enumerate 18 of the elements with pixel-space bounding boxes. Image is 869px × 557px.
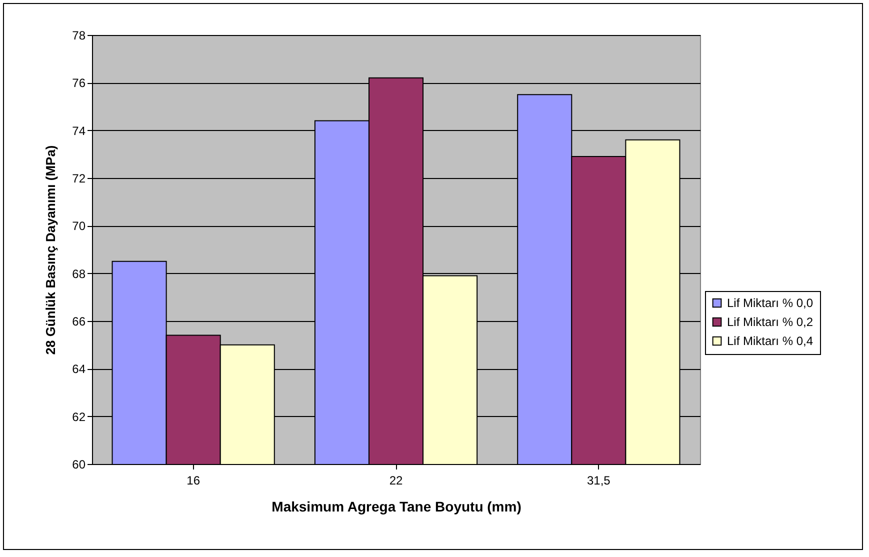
legend-label: Lif Miktarı % 0,4 [727,334,814,348]
x-tick-label: 16 [186,474,200,488]
y-tick-label: 78 [72,28,86,42]
x-axis-title: Maksimum Agrega Tane Boyutu (mm) [272,498,522,514]
y-tick-label: 72 [72,172,86,186]
y-axis-title: 28 Günlük Basınç Dayanımı (MPa) [43,145,58,355]
y-tick-label: 70 [72,219,86,234]
y-tick-label: 60 [72,458,86,472]
x-tick-label: 22 [389,474,403,488]
x-tick-label: 31,5 [586,474,611,488]
y-tick-label: 62 [72,410,86,424]
legend-label: Lif Miktarı % 0,2 [727,315,814,329]
y-tick-label: 68 [72,266,86,281]
y-tick-label: 66 [72,314,86,328]
y-tick-label: 76 [72,76,86,90]
y-tick-label: 64 [72,362,86,376]
y-tick-label: 74 [72,124,86,138]
legend-label: Lif Miktarı % 0,0 [727,296,814,310]
